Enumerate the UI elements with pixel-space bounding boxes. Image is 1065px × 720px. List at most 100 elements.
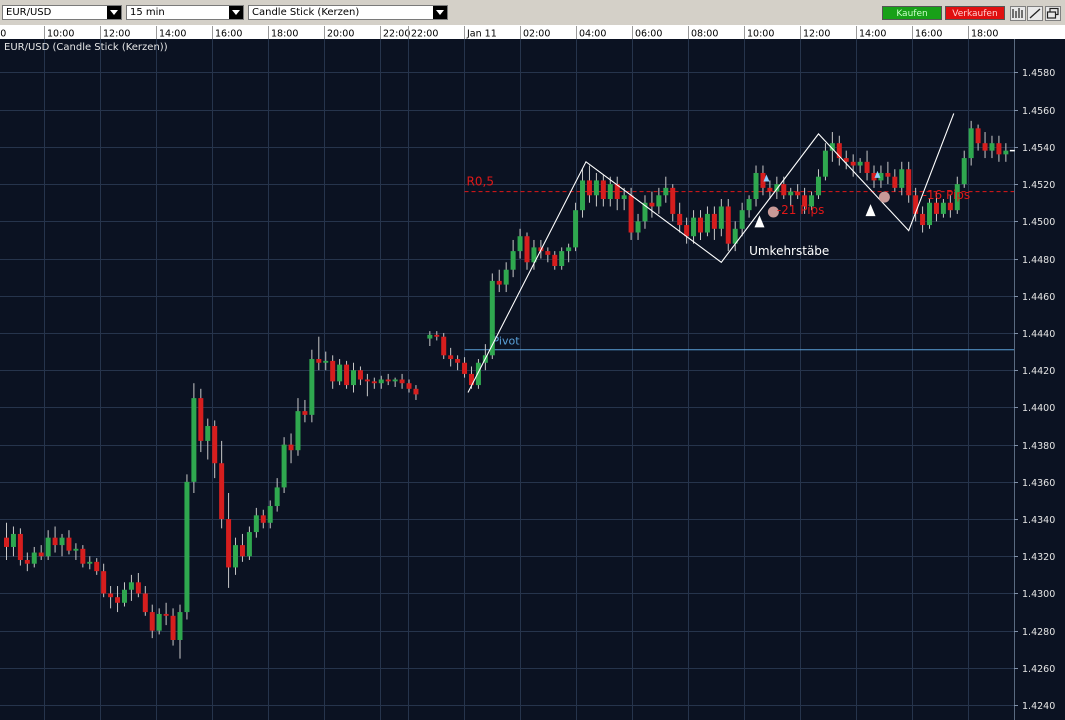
- price-label: 1.4400: [1022, 403, 1055, 414]
- annotation-label: -21 Pips: [777, 203, 825, 217]
- time-label: 02:00: [523, 29, 550, 40]
- candle-body: [559, 251, 565, 266]
- symbol-value: EUR/USD: [6, 7, 52, 18]
- candle-body: [982, 143, 988, 151]
- draw-line-icon[interactable]: [1027, 6, 1043, 21]
- chart-type-select[interactable]: Candle Stick (Kerzen): [248, 5, 448, 20]
- candle-body: [836, 143, 842, 159]
- candle-body: [795, 191, 801, 196]
- candlestick-chart[interactable]: R0,5 Pivot -21 Pips -16 Pips Umkehrstäbe 1.…: [0, 39, 1065, 720]
- candles: [4, 120, 1009, 659]
- candle-body: [45, 537, 51, 557]
- chevron-down-icon[interactable]: [107, 6, 121, 19]
- candle-body: [406, 383, 412, 389]
- candle-body: [788, 191, 794, 196]
- sell-button[interactable]: Verkaufen: [945, 6, 1005, 20]
- chart-background: [0, 39, 1065, 720]
- chevron-down-icon[interactable]: [229, 6, 243, 19]
- time-label: 10:00: [747, 29, 774, 40]
- candle-body: [198, 398, 204, 441]
- candle-body: [850, 161, 856, 166]
- candle-body: [212, 426, 218, 464]
- candle-body: [809, 195, 815, 207]
- candle-body: [441, 336, 447, 356]
- candle-body: [149, 612, 155, 631]
- candle-body: [135, 582, 141, 594]
- candle-body: [316, 359, 322, 363]
- candle-body: [940, 202, 946, 214]
- candle-body: [815, 176, 821, 196]
- candle-body: [52, 537, 58, 546]
- candle-body: [399, 379, 405, 384]
- time-label: Jan 11: [466, 29, 497, 40]
- candle-body: [711, 213, 717, 229]
- price-label: 1.4260: [1022, 664, 1055, 675]
- price-label: 1.4240: [1022, 701, 1055, 712]
- time-label: 12:00: [103, 29, 130, 40]
- level-label: Pivot: [493, 335, 521, 348]
- candle-body: [746, 199, 752, 211]
- price-label: 1.4340: [1022, 515, 1055, 526]
- candle-body: [635, 221, 641, 233]
- interval-select[interactable]: 15 min: [126, 5, 244, 20]
- time-label: 18:00: [271, 29, 298, 40]
- candle-body: [448, 355, 454, 360]
- price-label: 1.4440: [1022, 329, 1055, 340]
- candle-body: [142, 593, 148, 613]
- time-label: 10:00: [47, 29, 74, 40]
- candle-body: [24, 559, 30, 564]
- time-label: 16:00: [215, 29, 242, 40]
- candle-body: [10, 533, 16, 547]
- candle-body: [545, 251, 551, 255]
- price-label: 1.4480: [1022, 255, 1055, 266]
- candle-body: [822, 150, 828, 177]
- toolbar: EUR/USD 15 min Candle Stick (Kerzen) Kau…: [0, 0, 1065, 26]
- symbol-select[interactable]: EUR/USD: [2, 5, 122, 20]
- candle-body: [718, 206, 724, 229]
- candle-body: [878, 172, 884, 181]
- candle-body: [163, 613, 169, 616]
- new-window-icon[interactable]: [1045, 6, 1061, 21]
- candle-body: [906, 169, 912, 196]
- time-label: 20:00: [327, 29, 354, 40]
- candle-body: [691, 217, 697, 237]
- interval-value: 15 min: [130, 7, 165, 18]
- chart-area[interactable]: R0,5 Pivot -21 Pips -16 Pips Umkehrstäbe 1.…: [0, 39, 1065, 720]
- time-axis: 8:00 10:00 12:00 14:00 16:00 18:00 20:00 22:002…: [0, 25, 1065, 40]
- candle-bars-icon[interactable]: [1010, 6, 1026, 21]
- candle-body: [517, 236, 523, 252]
- candle-body: [829, 143, 835, 151]
- candle-body: [267, 506, 273, 523]
- chart-type-value: Candle Stick (Kerzen): [252, 7, 360, 18]
- time-label: 12:00: [803, 29, 830, 40]
- candle-body: [378, 379, 384, 384]
- candle-body: [344, 364, 350, 386]
- buy-button[interactable]: Kaufen: [882, 6, 942, 20]
- candle-body: [864, 161, 870, 173]
- price-axis: 1.4240 1.4260 1.4280 1.4300 1.4320 1.4340 1.43…: [1014, 68, 1055, 712]
- candle-body: [94, 561, 100, 572]
- chevron-down-icon[interactable]: [433, 6, 447, 19]
- candle-body: [246, 532, 252, 557]
- time-label: 04:00: [579, 29, 606, 40]
- candle-body: [739, 210, 745, 229]
- candle-body: [101, 571, 107, 594]
- candle-body: [330, 360, 336, 382]
- candle-body: [337, 364, 343, 382]
- annotations: -21 Pips -16 Pips Umkehrstäbe: [749, 149, 1015, 258]
- candle-body: [704, 213, 710, 233]
- time-label: 22:00: [411, 29, 438, 40]
- candle-body: [947, 202, 953, 211]
- candle-body: [920, 213, 926, 226]
- annotation-label: Umkehrstäbe: [749, 244, 829, 258]
- candle-body: [38, 552, 44, 557]
- stop-circle-marker: [767, 206, 779, 218]
- candle-body: [205, 426, 211, 441]
- price-label: 1.4380: [1022, 441, 1055, 452]
- price-label: 1.4520: [1022, 180, 1055, 191]
- candle-body: [239, 545, 245, 557]
- candle-body: [302, 411, 308, 415]
- price-label: 1.4560: [1022, 106, 1055, 117]
- candle-body: [295, 411, 301, 451]
- level-label: R0,5: [467, 175, 494, 189]
